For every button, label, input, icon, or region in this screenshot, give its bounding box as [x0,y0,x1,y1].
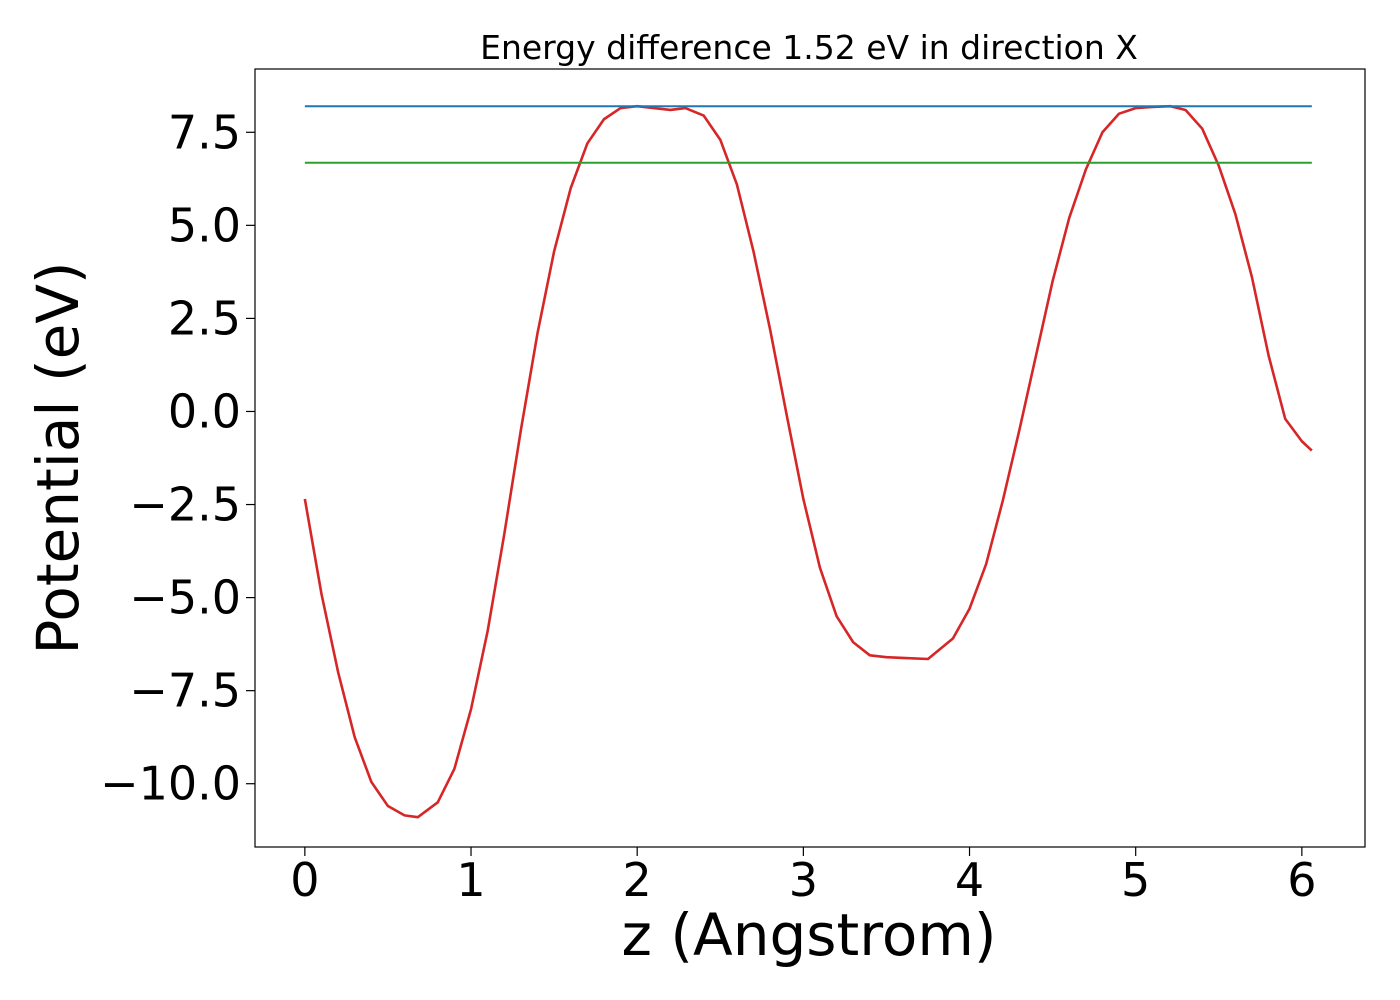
plot-area [303,104,1313,819]
y-axis: −10.0 −7.5 −5.0 −2.5 0.0 2.5 5.0 7.5 [100,105,255,811]
y-tick-label: 7.5 [168,105,241,159]
x-tick-label: 4 [955,853,984,907]
x-tick-label: 1 [456,853,485,907]
x-tick-label: 3 [789,853,818,907]
x-axis: 0 1 2 3 4 5 6 [290,847,1316,907]
y-tick-label: 5.0 [168,198,241,252]
plot-frame [254,68,1366,848]
x-tick-label: 0 [290,853,319,907]
y-tick-label: 0.0 [168,384,241,438]
y-axis-label: Potential (eV) [24,261,92,654]
y-tick-label: 2.5 [168,291,241,345]
y-tick-label: −2.5 [129,478,241,532]
y-tick-label: −10.0 [100,757,241,811]
x-tick-label: 5 [1121,853,1150,907]
x-tick-label: 6 [1287,853,1316,907]
series-potential-line [303,104,1313,819]
x-tick-label: 2 [623,853,652,907]
y-tick-label: −7.5 [129,664,241,718]
x-axis-label: z (Angstrom) [622,901,997,969]
chart-title: Energy difference 1.52 eV in direction X [480,28,1138,67]
y-tick-label: −5.0 [129,571,241,625]
